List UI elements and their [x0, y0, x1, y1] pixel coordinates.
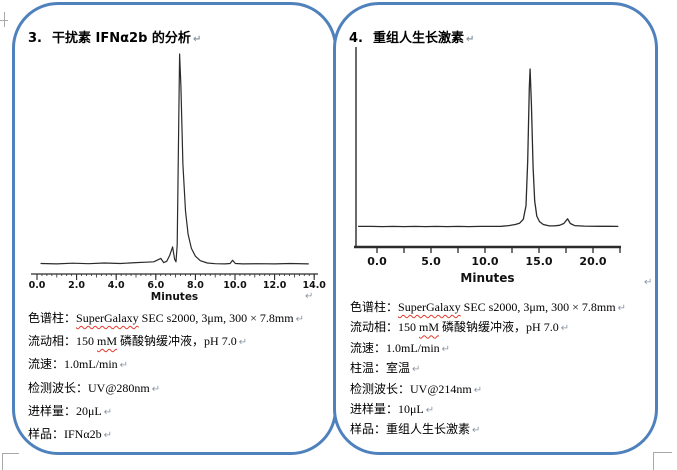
section-title-rhgh: 4. 重组人生长激素 ↵ [349, 27, 474, 46]
svg-text:15.0: 15.0 [525, 255, 552, 268]
paragraph-mark-icon: ↵ [238, 337, 248, 349]
condition-line: 样品：IFNα2b ↵ [28, 426, 113, 441]
svg-text:14.0: 14.0 [302, 280, 326, 291]
condition-line: 进样量：10μL ↵ [350, 401, 435, 416]
svg-text:10.0: 10.0 [471, 255, 498, 268]
condition-line: 流动相：150 mM 磷酸钠缓冲液，pH 7.0 ↵ [28, 334, 248, 349]
paragraph-mark-icon: ↵ [466, 34, 475, 45]
paragraph-mark-icon: ↵ [295, 314, 304, 325]
paragraph-mark-icon: ↵ [560, 323, 570, 335]
condition-line: 检测波长：UV@280nm ↵ [28, 380, 161, 395]
svg-text:Minutes: Minutes [460, 271, 514, 285]
paragraph-mark-icon: ↵ [473, 384, 483, 396]
condition-line: 柱温：室温 ↵ [350, 361, 421, 376]
conditions-list-ifn: 色谱柱：SuperGalaxy SEC s2000, 3μm, 300 × 7.… [28, 307, 304, 446]
condition-line: 检测波长：UV@214nm ↵ [350, 381, 483, 396]
paragraph-mark-icon: ↵ [472, 425, 481, 437]
section-title-text: 重组人生长激素 [373, 31, 465, 46]
section-title-text: 干扰素 IFNα2b 的分析 [52, 31, 191, 46]
svg-text:5.0: 5.0 [421, 255, 441, 268]
svg-text:4.0: 4.0 [108, 280, 125, 291]
rounded-rectangle-shape-ifn[interactable]: 3. 干扰素 IFNα2b 的分析 ↵ 0.0 2.0 4.0 6.0 8.0 10.0 12.… [12, 2, 337, 455]
svg-text:8.0: 8.0 [187, 280, 204, 291]
section-number: 4. [349, 31, 363, 46]
svg-text:2.0: 2.0 [68, 280, 85, 291]
condition-line: 样品：重组人生长激素 ↵ [350, 422, 481, 437]
svg-text:10.0: 10.0 [223, 280, 247, 291]
condition-line: 流速：1.0mL/min ↵ [350, 340, 451, 355]
paragraph-mark-icon: ↵ [617, 303, 626, 314]
paragraph-mark-icon: ↵ [441, 343, 451, 355]
svg-text:0.0: 0.0 [29, 280, 46, 291]
paragraph-mark-icon: ↵ [103, 406, 113, 418]
condition-line: 流动相：150 mM 磷酸钠缓冲液，pH 7.0 ↵ [350, 320, 570, 335]
paragraph-mark-icon: ↵ [305, 291, 314, 302]
paragraph-mark-icon: ↵ [151, 383, 161, 395]
spellcheck-underline: mM [419, 320, 440, 335]
paragraph-mark-icon: ↵ [425, 404, 435, 416]
paragraph-mark-icon: ↵ [644, 277, 653, 288]
condition-line: 进样量：20μL ↵ [28, 403, 113, 418]
svg-text:12.0: 12.0 [263, 280, 287, 291]
paragraph-mark-icon: ↵ [192, 34, 202, 45]
svg-text:20.0: 20.0 [579, 255, 606, 268]
spellcheck-underline: SuperGalaxy [398, 300, 461, 314]
condition-line: 流速：1.0mL/min ↵ [28, 357, 129, 372]
paragraph-mark-icon: ↵ [412, 364, 421, 376]
svg-text:6.0: 6.0 [147, 280, 164, 291]
paragraph-mark-icon: ↵ [119, 360, 129, 372]
spellcheck-underline: SuperGalaxy [76, 311, 139, 325]
rounded-rectangle-shape-rhgh[interactable]: 4. 重组人生长激素 ↵ 0.0 5.0 10.0 15.0 20.0 Minutes ↵ 色… [333, 2, 658, 455]
svg-text:0.0: 0.0 [367, 255, 387, 268]
paragraph-mark-icon: ↵ [103, 429, 113, 441]
spellcheck-underline: mM [97, 334, 118, 349]
conditions-list-rhgh: 色谱柱：SuperGalaxy SEC s2000, 3μm, 300 × 7.… [350, 297, 626, 440]
chromatogram-image-ifn[interactable]: 0.0 2.0 4.0 6.0 8.0 10.0 12.0 14.0 Minutes [20, 42, 330, 306]
chromatogram-image-rhgh[interactable]: 0.0 5.0 10.0 15.0 20.0 Minutes [339, 44, 651, 288]
section-number: 3. [28, 31, 42, 46]
condition-line: 色谱柱：SuperGalaxy SEC s2000, 3μm, 300 × 7.… [350, 300, 626, 314]
svg-text:Minutes: Minutes [151, 291, 198, 303]
section-title-ifn: 3. 干扰素 IFNα2b 的分析 ↵ [28, 27, 201, 46]
condition-line: 色谱柱：SuperGalaxy SEC s2000, 3μm, 300 × 7.… [28, 311, 304, 325]
